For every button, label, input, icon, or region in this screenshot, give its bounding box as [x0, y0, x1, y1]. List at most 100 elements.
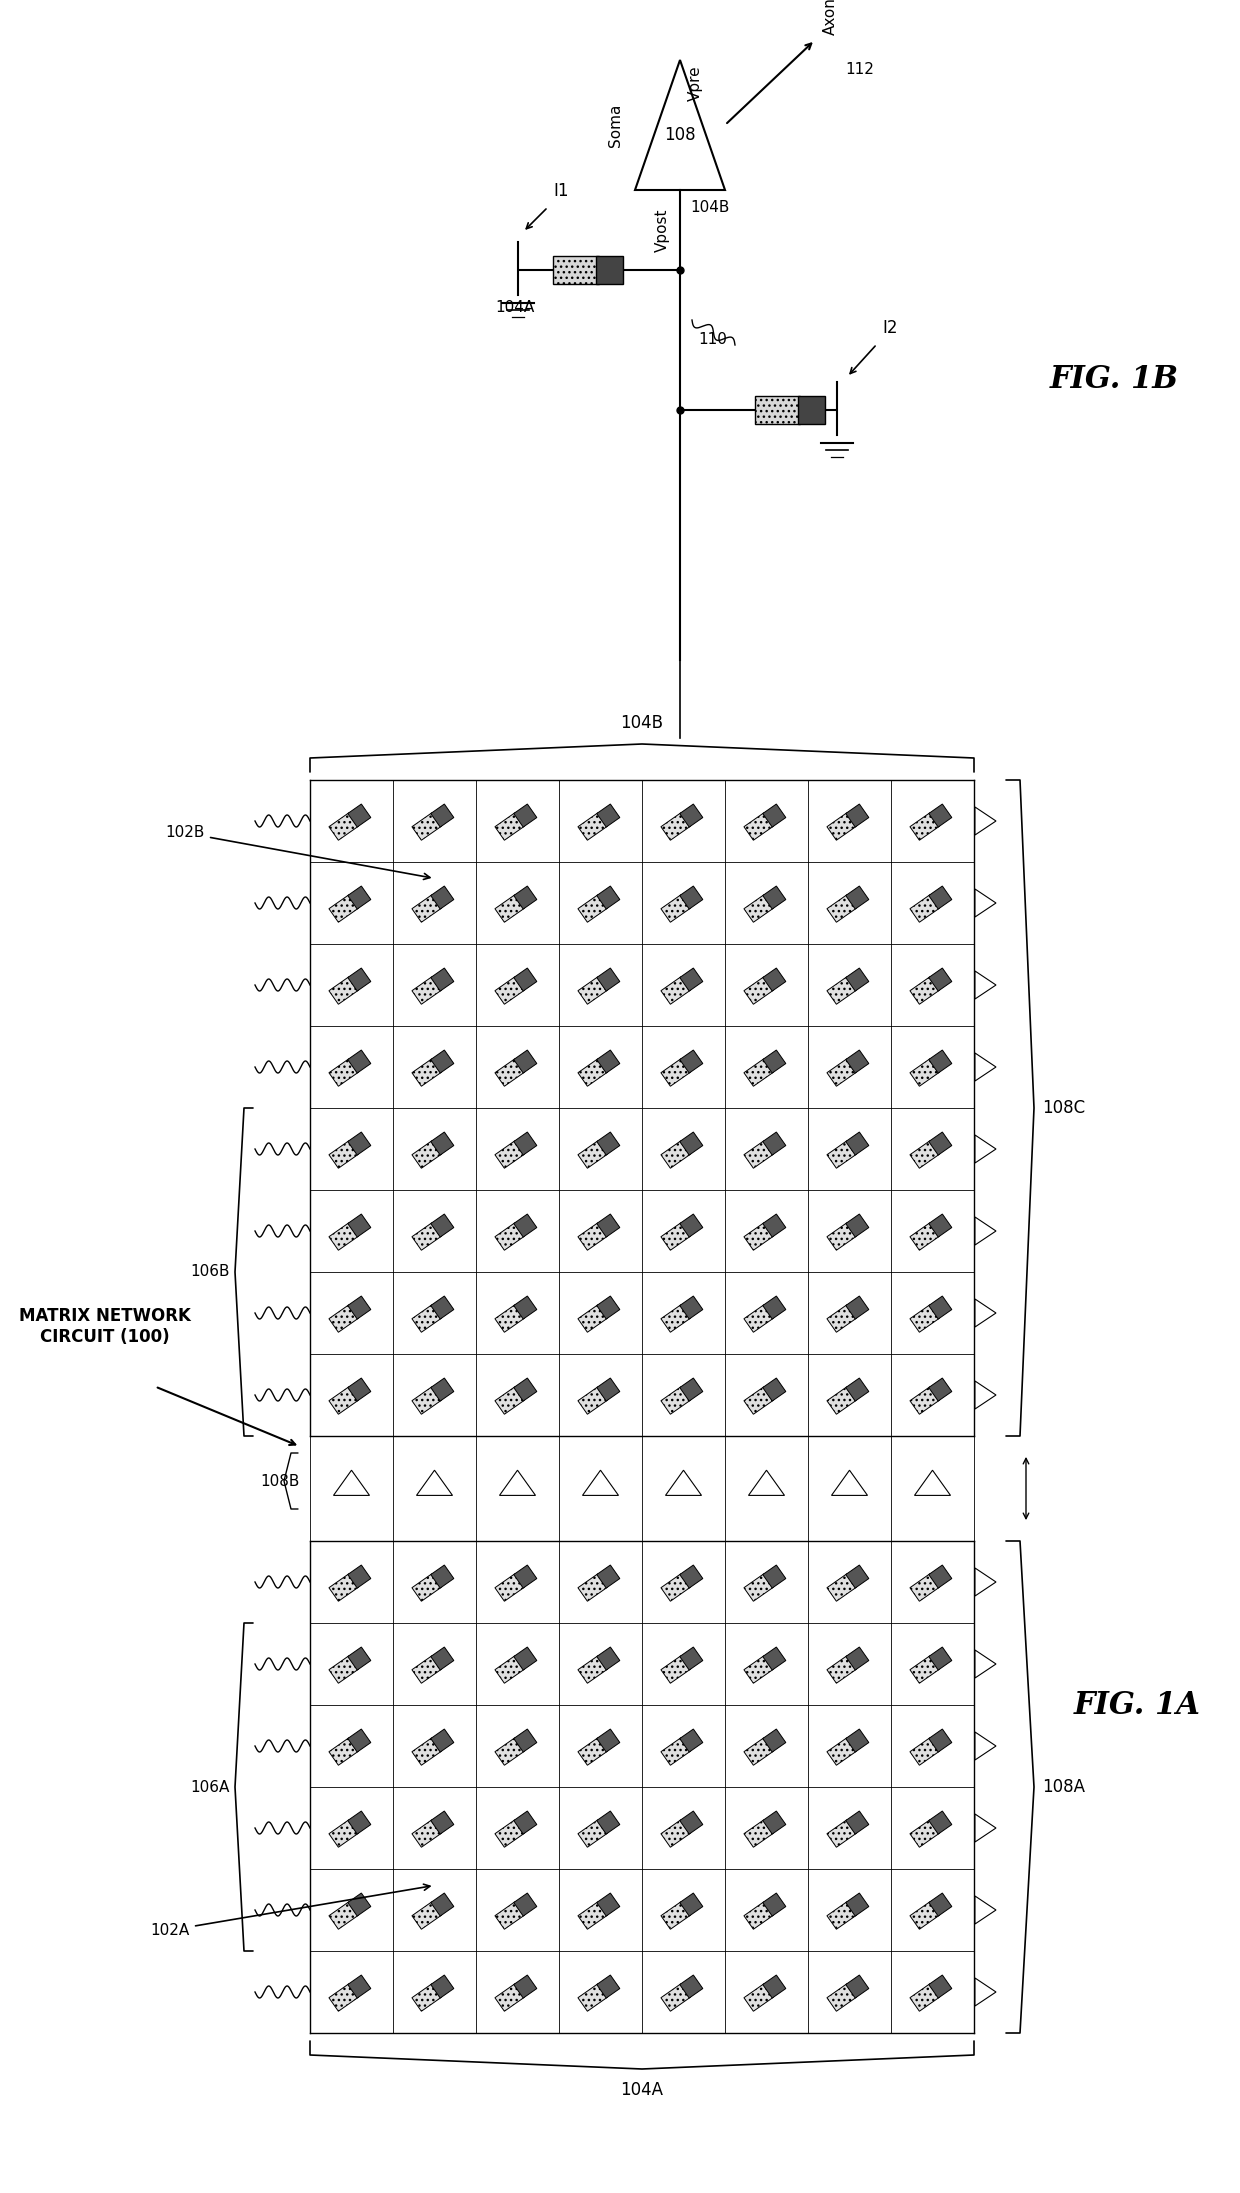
Bar: [430, 1132, 454, 1156]
Bar: [661, 1737, 691, 1765]
Bar: [661, 1140, 691, 1169]
Bar: [763, 1728, 786, 1752]
Bar: [661, 976, 691, 1004]
Bar: [846, 1566, 869, 1588]
Bar: [347, 1050, 371, 1072]
Bar: [929, 1811, 952, 1833]
Bar: [347, 967, 371, 991]
Bar: [827, 1305, 857, 1333]
Bar: [929, 1296, 952, 1318]
Bar: [680, 886, 703, 910]
Bar: [578, 1305, 608, 1333]
Bar: [910, 1059, 940, 1086]
Polygon shape: [915, 1469, 951, 1496]
Text: 108: 108: [665, 127, 696, 145]
Bar: [744, 1386, 774, 1414]
Bar: [680, 1647, 703, 1671]
Bar: [846, 967, 869, 991]
Bar: [680, 1377, 703, 1401]
Bar: [596, 1050, 620, 1072]
Bar: [827, 1140, 857, 1169]
Bar: [763, 1976, 786, 1998]
Bar: [578, 1224, 608, 1250]
Bar: [910, 1737, 940, 1765]
Bar: [744, 1059, 774, 1086]
Bar: [680, 967, 703, 991]
Bar: [495, 1140, 525, 1169]
Bar: [412, 1901, 441, 1930]
Bar: [744, 1305, 774, 1333]
Polygon shape: [975, 1217, 996, 1246]
Text: 104B: 104B: [620, 715, 663, 732]
Bar: [763, 1215, 786, 1237]
Bar: [513, 886, 537, 910]
Bar: [578, 1575, 608, 1601]
Bar: [846, 805, 869, 827]
Bar: [430, 1377, 454, 1401]
Bar: [412, 1985, 441, 2011]
Bar: [430, 1893, 454, 1917]
Bar: [910, 1901, 940, 1930]
Bar: [680, 1215, 703, 1237]
Bar: [513, 1050, 537, 1072]
Bar: [744, 1140, 774, 1169]
Bar: [578, 1985, 608, 2011]
Bar: [578, 814, 608, 840]
Bar: [329, 1386, 358, 1414]
Bar: [827, 1386, 857, 1414]
Bar: [578, 1737, 608, 1765]
Bar: [763, 1647, 786, 1671]
Bar: [412, 895, 441, 923]
Bar: [910, 976, 940, 1004]
Bar: [846, 1132, 869, 1156]
Text: 104B: 104B: [689, 200, 729, 215]
Polygon shape: [500, 1469, 536, 1496]
Text: Vpre: Vpre: [688, 66, 703, 101]
Bar: [430, 1728, 454, 1752]
Bar: [347, 1728, 371, 1752]
Polygon shape: [975, 1053, 996, 1081]
Polygon shape: [666, 1469, 702, 1496]
Bar: [495, 1305, 525, 1333]
Text: 104A: 104A: [620, 2081, 663, 2099]
Polygon shape: [749, 1469, 785, 1496]
Bar: [661, 1386, 691, 1414]
Bar: [430, 1811, 454, 1833]
Bar: [661, 1059, 691, 1086]
Polygon shape: [975, 1897, 996, 1923]
Bar: [412, 1737, 441, 1765]
Bar: [596, 1215, 620, 1237]
Text: MATRIX NETWORK
CIRCUIT (100): MATRIX NETWORK CIRCUIT (100): [19, 1307, 191, 1347]
Bar: [329, 1059, 358, 1086]
Bar: [430, 1647, 454, 1671]
Bar: [846, 1728, 869, 1752]
Bar: [430, 1050, 454, 1072]
Bar: [763, 1811, 786, 1833]
Bar: [846, 1647, 869, 1671]
Bar: [513, 1215, 537, 1237]
Bar: [513, 967, 537, 991]
Text: Axon: Axon: [823, 0, 838, 35]
Bar: [596, 1647, 620, 1671]
Bar: [596, 257, 622, 285]
Bar: [412, 1305, 441, 1333]
Bar: [910, 1656, 940, 1684]
Bar: [495, 1224, 525, 1250]
Text: 110: 110: [698, 333, 727, 346]
Bar: [578, 1820, 608, 1847]
Bar: [347, 805, 371, 827]
Bar: [513, 1728, 537, 1752]
Bar: [744, 814, 774, 840]
Bar: [680, 1566, 703, 1588]
Text: FIG. 1A: FIG. 1A: [1074, 1689, 1200, 1722]
Bar: [596, 1893, 620, 1917]
Bar: [495, 1656, 525, 1684]
Polygon shape: [635, 59, 725, 191]
Bar: [578, 1386, 608, 1414]
Bar: [513, 1893, 537, 1917]
Bar: [929, 1215, 952, 1237]
Text: Soma: Soma: [608, 103, 622, 147]
Bar: [763, 1893, 786, 1917]
Bar: [763, 967, 786, 991]
Bar: [680, 1893, 703, 1917]
